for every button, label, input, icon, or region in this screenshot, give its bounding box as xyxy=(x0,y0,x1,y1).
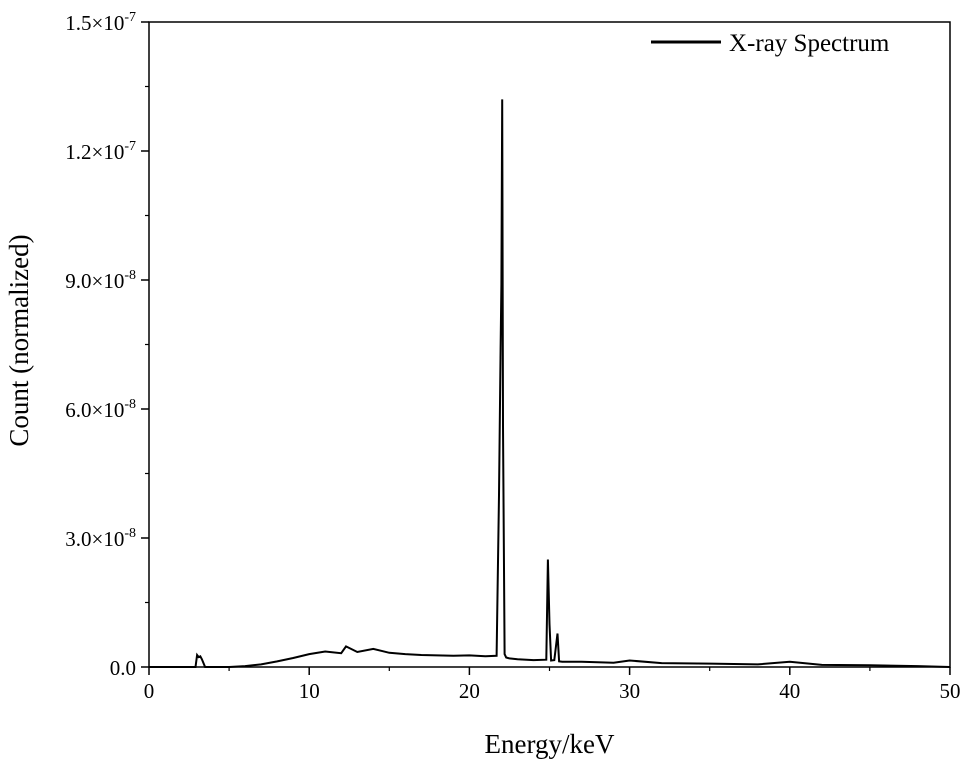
x-tick-label: 0 xyxy=(144,679,155,703)
y-tick-label: 3.0×10-8 xyxy=(65,526,136,551)
plot-frame xyxy=(148,21,951,668)
y-axis: 0.0 3.0×10-8 6.0×10-8 9.0×10-8 1.2×10-7 1.5×1… xyxy=(65,10,149,680)
x-axis: 0 10 20 30 40 50 xyxy=(144,667,961,703)
y-tick-label: 9.0×10-8 xyxy=(65,268,136,293)
series-line-0 xyxy=(149,99,951,668)
x-tick-label: 30 xyxy=(619,679,640,703)
x-tick-label: 40 xyxy=(779,679,800,703)
y-axis-title: Count (normalized) xyxy=(4,234,34,446)
y-tick-label: 6.0×10-8 xyxy=(65,397,136,422)
x-axis-title: Energy/keV xyxy=(485,729,615,759)
legend-label: X-ray Spectrum xyxy=(729,30,890,57)
legend: X-ray Spectrum xyxy=(651,30,890,57)
series-lines xyxy=(149,99,951,668)
x-tick-label: 10 xyxy=(299,679,320,703)
y-tick-label: 1.2×10-7 xyxy=(65,139,136,164)
x-tick-label: 50 xyxy=(940,679,961,703)
y-tick-label: 0.0 xyxy=(110,656,136,680)
x-tick-label: 20 xyxy=(459,679,480,703)
y-tick-label: 1.5×10-7 xyxy=(65,10,136,35)
